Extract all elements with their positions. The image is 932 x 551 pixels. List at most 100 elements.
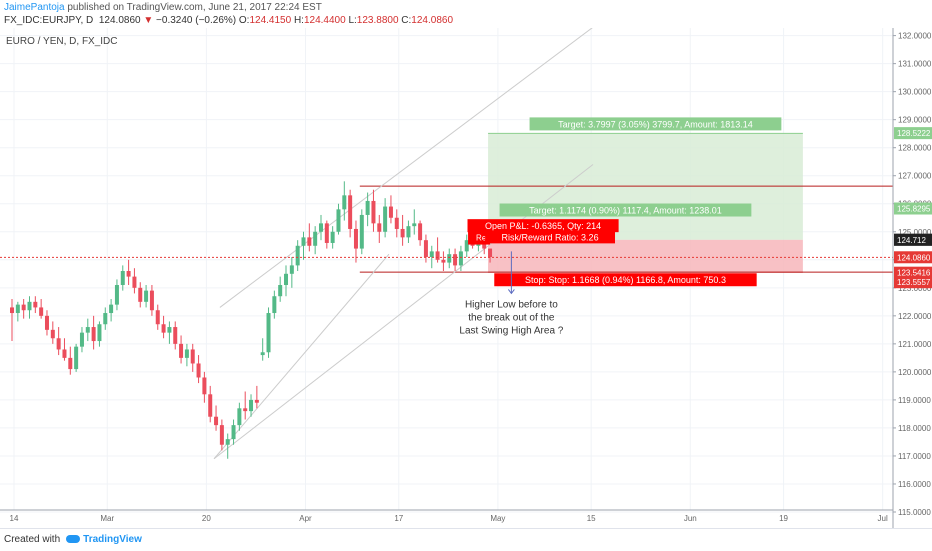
candle-body — [196, 363, 201, 378]
pnl-label: Open P&L: -0.6365, Qty: 214 — [485, 221, 601, 231]
y-tick-label: 132.0000 — [898, 32, 932, 41]
publish-line: JaimePantoja published on TradingView.co… — [4, 2, 322, 13]
candle-body — [114, 285, 119, 305]
chart-title: EURO / YEN, D, FX_IDC — [6, 36, 118, 47]
published-text: published on TradingView.com, June 21, 2… — [67, 2, 322, 13]
ohlc-line: FX_IDC:EURJPY, D 124.0860 ▼ −0.3240 (−0.… — [4, 15, 453, 26]
x-tick-label: Mar — [100, 514, 114, 523]
y-tick-label: 121.0000 — [898, 340, 932, 349]
candle-body — [79, 332, 84, 347]
open-value: 124.4150 — [249, 15, 292, 26]
y-price-tag: 128.5222 — [897, 129, 931, 138]
candle-body — [313, 231, 318, 246]
created-with-text: Created with — [4, 534, 61, 545]
annotation-line: Higher Low before to — [465, 299, 558, 310]
chart-header: JaimePantoja published on TradingView.co… — [0, 0, 932, 28]
x-tick-label: 17 — [394, 514, 403, 523]
x-tick-label: Jul — [878, 514, 888, 523]
tradingview-cloud-icon — [66, 535, 81, 544]
down-arrow-icon: ▼ — [143, 15, 154, 26]
symbol-label: FX_IDC:EURJPY, D — [4, 15, 94, 26]
candle-body — [74, 346, 79, 370]
y-price-tag-bg — [894, 233, 932, 246]
stop-label: Stop: Stop: 1.1668 (0.94%) 1166.8, Amoun… — [525, 275, 726, 285]
trendline-channel — [219, 28, 593, 308]
candle-body — [394, 217, 399, 229]
candle-body — [225, 439, 230, 445]
candle-body — [10, 307, 14, 314]
y-price-tag-bg — [894, 202, 932, 215]
candle-body — [289, 265, 294, 274]
stop-label-bg — [494, 273, 757, 287]
tradingview-brand-link[interactable]: TradingView — [83, 534, 142, 545]
trendline-steep — [213, 253, 390, 460]
candle-body — [120, 271, 125, 286]
candle-body — [307, 237, 312, 246]
candle-body — [97, 324, 102, 342]
y-tick-label: 120.0000 — [898, 368, 932, 377]
candle-body — [149, 290, 154, 311]
candle-body — [68, 357, 73, 370]
x-tick-label: 15 — [587, 514, 596, 523]
candle-body — [488, 248, 493, 257]
y-price-tag: 123.5557 — [897, 278, 931, 287]
last-price: 124.0860 — [98, 15, 141, 26]
candle-body — [62, 349, 67, 358]
candle-body — [429, 251, 434, 257]
candle-body — [184, 349, 189, 358]
candle-body — [202, 377, 207, 395]
high-label: H: — [293, 15, 304, 26]
close-value: 124.0860 — [411, 15, 454, 26]
candle-body — [342, 195, 347, 210]
candle-body — [190, 349, 195, 364]
candle-body — [231, 425, 236, 440]
rr-label-bg — [485, 230, 616, 244]
candle-body — [371, 200, 376, 224]
y-tick-label: 130.0000 — [898, 88, 932, 97]
y-tick-label: 128.0000 — [898, 144, 932, 153]
candle-body — [132, 276, 137, 288]
y-tick-label: 122.0000 — [898, 312, 932, 321]
candle-body — [243, 408, 248, 412]
candle-body — [383, 206, 388, 232]
candle-body — [272, 296, 277, 314]
candle-body — [418, 223, 423, 241]
down-arrow-icon — [507, 289, 515, 295]
candle-body — [336, 209, 341, 232]
pnl-label-bg — [467, 219, 619, 233]
y-price-tag: 123.5416 — [897, 269, 931, 278]
annotation-line: Last Swing High Area ? — [459, 325, 563, 336]
candle-body — [348, 195, 353, 229]
y-tick-label: 115.0000 — [898, 508, 931, 517]
y-tick-label: 129.0000 — [898, 116, 932, 125]
candle-body — [295, 245, 300, 266]
candle-body — [441, 259, 446, 263]
price-chart[interactable]: EURO / YEN, D, FX_IDC Target: 3.7997 (3.0… — [0, 28, 932, 528]
mid-target-label: Target: 1.1174 (0.90%) 1117.4, Amount: 1… — [529, 206, 722, 216]
candle-body — [453, 254, 458, 266]
candle-body — [21, 304, 26, 311]
candle-body — [173, 327, 178, 344]
candle-body — [406, 226, 411, 238]
candle-body — [423, 240, 428, 257]
candle-body — [301, 237, 306, 246]
author-link[interactable]: JaimePantoja — [4, 2, 65, 13]
y-price-tag-bg — [894, 251, 932, 264]
x-tick-label: 14 — [10, 514, 19, 523]
y-tick-label: 119.0000 — [898, 396, 931, 405]
price-change: −0.3240 (−0.26%) — [156, 15, 237, 26]
candle-body — [435, 251, 440, 260]
x-tick-label: Apr — [299, 514, 312, 523]
candle-body — [44, 315, 49, 330]
candle-body — [15, 304, 20, 314]
candle-body — [254, 399, 259, 403]
created-with: Created with TradingView — [4, 534, 142, 545]
candle-body — [365, 200, 370, 215]
target-label-bg — [529, 117, 782, 131]
candle-body — [27, 301, 32, 311]
candle-body — [85, 327, 90, 333]
x-tick-label: 20 — [202, 514, 211, 523]
candle-body — [400, 228, 405, 238]
candle-body — [161, 324, 166, 333]
candle-body — [214, 416, 219, 426]
